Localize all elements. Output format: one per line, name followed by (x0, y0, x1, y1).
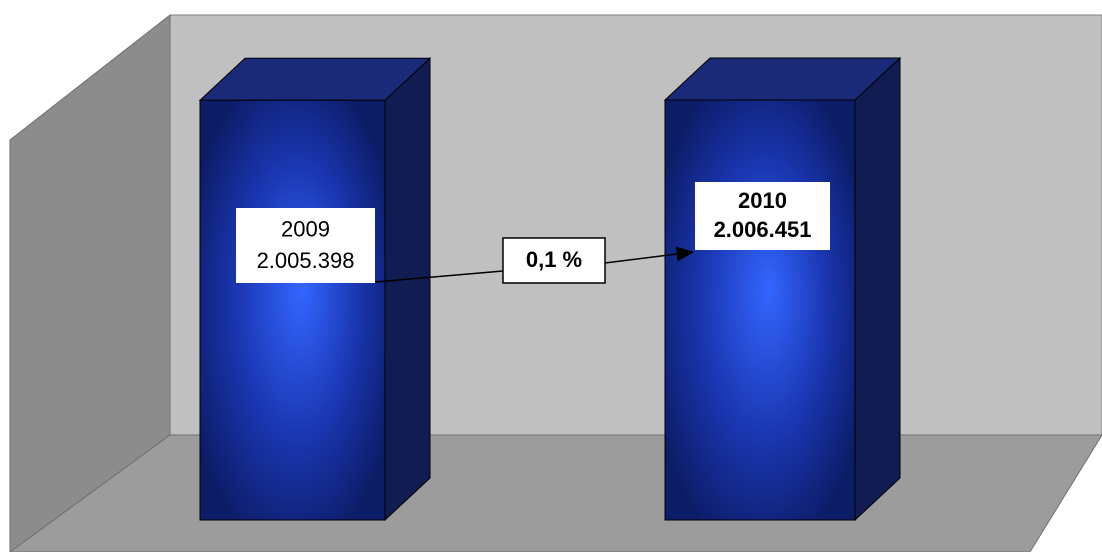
annotation: 0,1 % (526, 247, 582, 272)
annotation-box (502, 237, 606, 284)
arrow-line (374, 270, 504, 283)
label-box (695, 182, 830, 250)
value-label: 2.005.398 (257, 248, 355, 273)
bar-side (384, 57, 431, 522)
floor (9, 434, 1102, 552)
label-box (236, 208, 375, 283)
bar (664, 99, 856, 521)
category-label: 2010 (738, 188, 787, 213)
bar (199, 99, 386, 521)
bar-side (854, 56, 901, 522)
labels: 2009 2.005.398 2010 2.006.451 0,1 % (236, 182, 830, 284)
value-label: 2.006.451 (714, 217, 812, 242)
arrow-line (604, 246, 695, 264)
bars (198, 56, 902, 522)
category-label: 2009 (281, 216, 330, 241)
